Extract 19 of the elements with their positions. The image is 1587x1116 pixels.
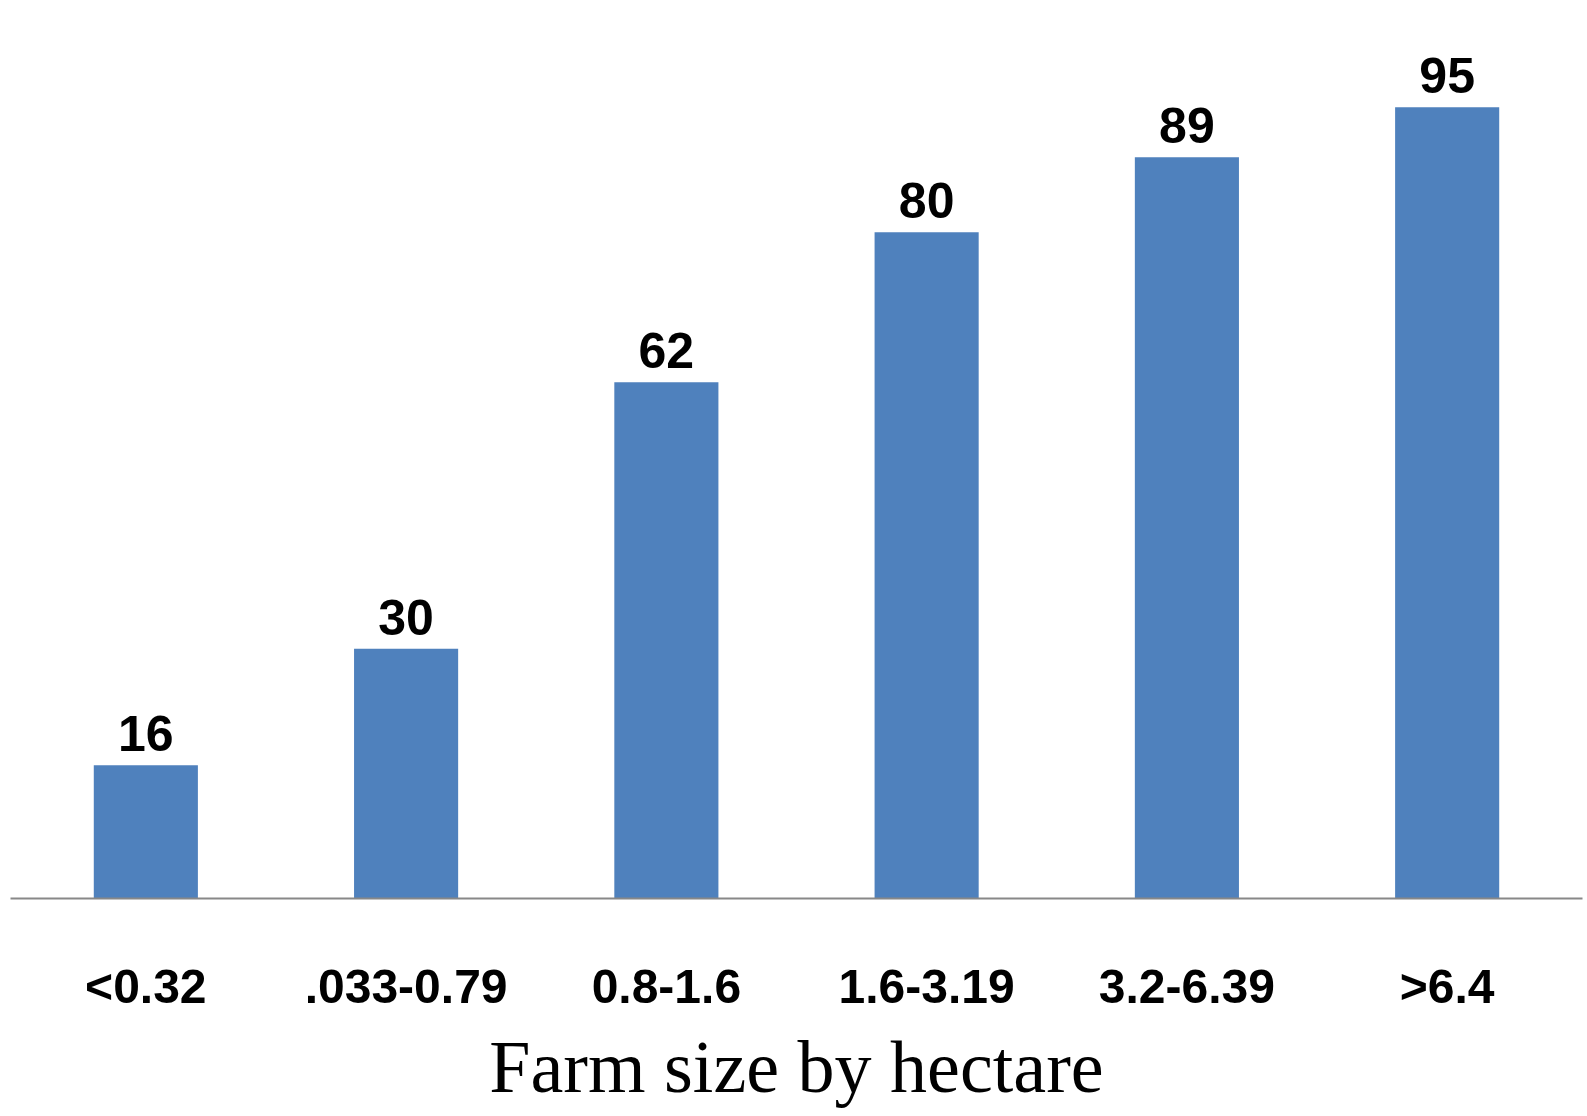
bar: [354, 648, 459, 899]
x-axis-title: Farm size by hectare: [489, 1025, 1104, 1108]
bar: [874, 232, 979, 899]
data-label: 80: [898, 173, 955, 230]
bar: [1134, 157, 1239, 899]
data-label: 95: [1419, 48, 1475, 105]
data-label: 16: [118, 706, 174, 763]
x-tick-label: 3.2-6.39: [1098, 959, 1275, 1013]
x-tick-label: 1.6-3.19: [838, 959, 1015, 1013]
x-tick-label: >6.4: [1399, 959, 1495, 1013]
data-label: 30: [378, 589, 434, 646]
x-tick-label: <0.32: [85, 959, 207, 1013]
data-label: 62: [638, 323, 695, 380]
bar: [1395, 107, 1500, 899]
bar: [93, 765, 198, 899]
x-tick-label: .033-0.79: [304, 959, 508, 1013]
data-label: 89: [1159, 98, 1215, 155]
x-tick-label: 0.8-1.6: [591, 959, 742, 1013]
bar: [614, 382, 719, 899]
